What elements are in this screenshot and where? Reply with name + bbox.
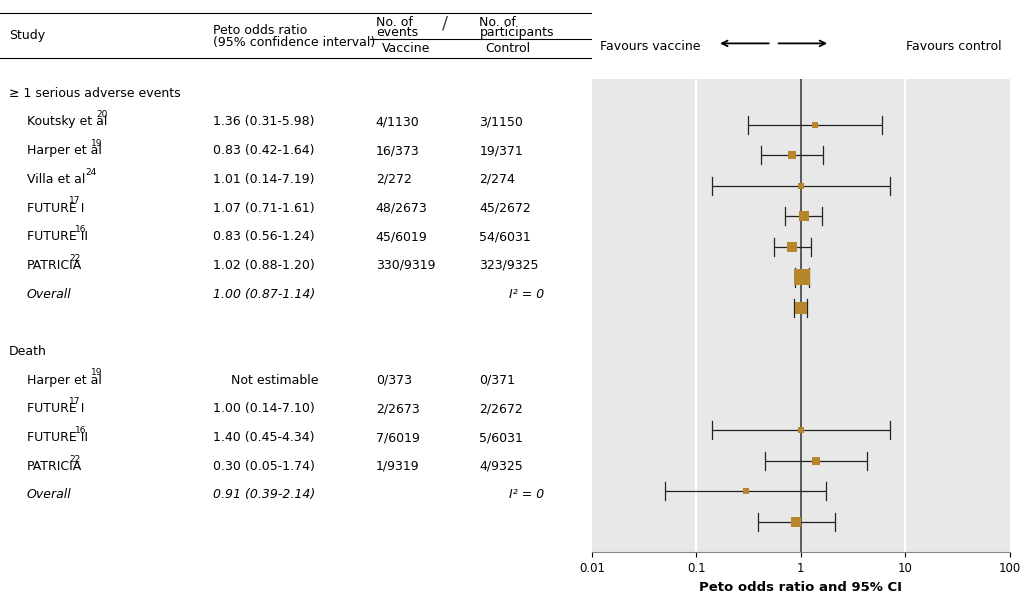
Text: 19: 19 (90, 368, 102, 378)
Text: FUTURE II: FUTURE II (27, 431, 88, 444)
Text: 1.00 (0.87-1.14): 1.00 (0.87-1.14) (213, 288, 315, 300)
Text: 1.00 (0.14-7.10): 1.00 (0.14-7.10) (213, 402, 314, 415)
Text: 16: 16 (75, 225, 86, 234)
Text: /: / (442, 15, 449, 33)
Text: 0/371: 0/371 (479, 374, 515, 387)
Text: 19/371: 19/371 (479, 144, 523, 157)
Text: 7/6019: 7/6019 (376, 431, 420, 444)
Text: 22: 22 (70, 254, 81, 263)
Text: 24: 24 (85, 168, 96, 177)
Text: Overall: Overall (27, 288, 72, 300)
Text: PATRICIA: PATRICIA (27, 459, 82, 473)
X-axis label: Peto odds ratio and 95% CI: Peto odds ratio and 95% CI (699, 581, 902, 594)
Text: 0.83 (0.42-1.64): 0.83 (0.42-1.64) (213, 144, 314, 157)
Text: 3/1150: 3/1150 (479, 115, 523, 129)
Text: 22: 22 (70, 455, 81, 464)
Text: Control: Control (485, 42, 530, 55)
Text: 4/1130: 4/1130 (376, 115, 420, 129)
Text: FUTURE II: FUTURE II (27, 230, 88, 243)
Text: 1.01 (0.14-7.19): 1.01 (0.14-7.19) (213, 173, 314, 186)
Text: 1.07 (0.71-1.61): 1.07 (0.71-1.61) (213, 202, 314, 214)
Text: Villa et al: Villa et al (27, 173, 85, 186)
Text: 48/2673: 48/2673 (376, 202, 428, 214)
Text: I² = 0: I² = 0 (509, 288, 545, 300)
Text: 2/2672: 2/2672 (479, 402, 523, 415)
Text: 20: 20 (96, 110, 108, 119)
Text: 2/272: 2/272 (376, 173, 412, 186)
Text: 16/373: 16/373 (376, 144, 420, 157)
Text: Harper et al: Harper et al (27, 374, 101, 387)
Text: 45/2672: 45/2672 (479, 202, 531, 214)
Text: FUTURE I: FUTURE I (27, 202, 84, 214)
Text: 2/274: 2/274 (479, 173, 515, 186)
Text: 4/9325: 4/9325 (479, 459, 523, 473)
Text: Overall: Overall (27, 489, 72, 501)
Text: 323/9325: 323/9325 (479, 259, 539, 272)
Text: Not estimable: Not estimable (230, 374, 318, 387)
Text: 17: 17 (70, 196, 81, 205)
Text: 17: 17 (70, 397, 81, 406)
Text: Favours control: Favours control (905, 40, 1001, 53)
Text: 45/6019: 45/6019 (376, 230, 428, 243)
Text: 2/2673: 2/2673 (376, 402, 420, 415)
Text: 1.02 (0.88-1.20): 1.02 (0.88-1.20) (213, 259, 314, 272)
Text: 1.40 (0.45-4.34): 1.40 (0.45-4.34) (213, 431, 314, 444)
Text: No. of: No. of (479, 16, 516, 29)
Text: I² = 0: I² = 0 (509, 489, 545, 501)
Text: 1/9319: 1/9319 (376, 459, 420, 473)
Text: 0.30 (0.05-1.74): 0.30 (0.05-1.74) (213, 459, 315, 473)
Text: 16: 16 (75, 426, 86, 435)
Text: FUTURE I: FUTURE I (27, 402, 84, 415)
Text: 0/373: 0/373 (376, 374, 412, 387)
Text: Favours vaccine: Favours vaccine (600, 40, 700, 53)
Text: Peto odds ratio: Peto odds ratio (213, 24, 307, 37)
Text: events: events (376, 26, 418, 39)
Text: 54/6031: 54/6031 (479, 230, 531, 243)
Text: Koutsky et al: Koutsky et al (27, 115, 108, 129)
Text: 5/6031: 5/6031 (479, 431, 523, 444)
Text: Study: Study (9, 29, 45, 42)
Text: Harper et al: Harper et al (27, 144, 101, 157)
Text: 0.83 (0.56-1.24): 0.83 (0.56-1.24) (213, 230, 314, 243)
Text: 0.91 (0.39-2.14): 0.91 (0.39-2.14) (213, 489, 315, 501)
Text: participants: participants (479, 26, 554, 39)
Text: (95% confidence interval): (95% confidence interval) (213, 36, 376, 49)
Text: Death: Death (9, 345, 47, 358)
Text: 19: 19 (90, 139, 102, 148)
Text: Vaccine: Vaccine (382, 42, 430, 55)
Text: 330/9319: 330/9319 (376, 259, 435, 272)
Text: PATRICIA: PATRICIA (27, 259, 82, 272)
Text: 1.36 (0.31-5.98): 1.36 (0.31-5.98) (213, 115, 314, 129)
Text: No. of: No. of (376, 16, 413, 29)
Text: ≥ 1 serious adverse events: ≥ 1 serious adverse events (9, 87, 180, 100)
